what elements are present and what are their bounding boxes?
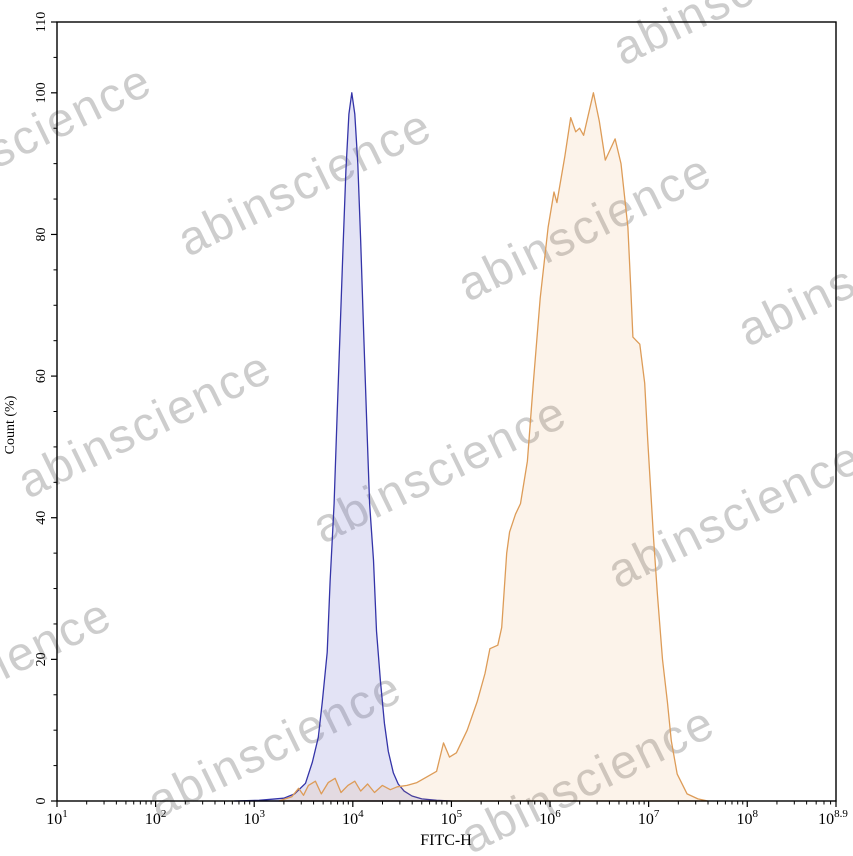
plot-border <box>56 21 837 802</box>
x-tick-label: 102 <box>145 808 167 828</box>
y-axis-ticks: 0 20 40 60 80 100 110 <box>34 12 57 805</box>
y-tick-label: 20 <box>34 652 49 666</box>
x-axis-title: FITC-H <box>420 832 472 849</box>
y-tick-label: 110 <box>34 12 49 32</box>
x-tick-label: 107 <box>638 808 660 828</box>
y-tick-label: 60 <box>34 369 49 383</box>
y-tick-label: 80 <box>34 227 49 241</box>
series-orange-broad-peak <box>278 92 709 802</box>
series-blue-narrow-peak <box>233 92 453 802</box>
x-tick-label: 106 <box>539 808 561 828</box>
x-tick-label: 103 <box>243 808 265 828</box>
x-tick-label: 104 <box>342 808 364 828</box>
x-tick-label: 101 <box>46 808 68 828</box>
series-layer <box>233 92 709 802</box>
x-axis-ticks: 101 102 103 104 105 106 107 108 108.9 <box>46 801 848 828</box>
y-tick-label: 40 <box>34 511 49 525</box>
y-tick-label: 0 <box>34 798 49 805</box>
y-axis-title: Count (%) <box>3 395 18 454</box>
x-tick-label: 108 <box>737 808 759 828</box>
y-tick-label: 100 <box>34 82 49 103</box>
x-tick-label: 105 <box>441 808 463 828</box>
x-tick-label: 108.9 <box>818 808 848 828</box>
